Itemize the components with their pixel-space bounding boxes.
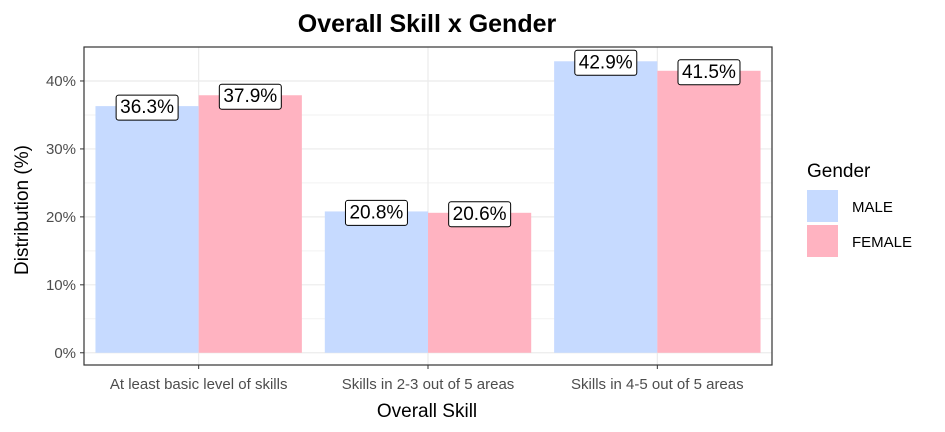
data-label-box: [448, 201, 512, 228]
data-label-text: 36.3%: [120, 97, 174, 118]
data-label-box: [574, 49, 638, 76]
plot-panel: 0% 10% 20% 30% 40% At least basic level of sk…: [46, 46, 773, 393]
data-label-text: 20.8%: [349, 202, 403, 223]
data-label-box: [344, 199, 408, 226]
y-tick-label: 0%: [54, 345, 76, 362]
data-label-text: 41.5%: [682, 62, 736, 83]
data-label-text: 37.9%: [223, 86, 277, 107]
data-label: 42.9%: [574, 49, 638, 76]
y-tick-label: 20%: [46, 209, 76, 226]
x-tick-label: Skills in 4-5 out of 5 areas: [571, 376, 744, 393]
bar-female: [428, 212, 532, 353]
x-tick-label: Skills in 2-3 out of 5 areas: [342, 376, 515, 393]
y-tick-label: 30%: [46, 141, 76, 158]
data-label-box: [218, 83, 282, 110]
data-label: 36.3%: [115, 94, 179, 121]
bar-male: [554, 61, 658, 353]
x-axis-title: Overall Skill: [377, 401, 477, 422]
data-label-text: 20.6%: [453, 204, 507, 225]
bar-female: [198, 95, 302, 353]
bar-male: [95, 106, 199, 353]
legend-key-male: [807, 190, 838, 222]
y-tick-label: 10%: [46, 277, 76, 294]
panel-border: [83, 46, 773, 366]
chart-title: Overall Skill x Gender: [298, 10, 557, 38]
y-axis-title: Distribution (%): [12, 145, 33, 275]
x-tick-label: At least basic level of skills: [110, 376, 288, 393]
legend-label-male: MALE: [852, 199, 893, 216]
legend-label-female: FEMALE: [852, 234, 912, 251]
bar-female: [657, 70, 761, 353]
data-label-box: [677, 59, 741, 86]
data-label: 41.5%: [677, 59, 741, 86]
data-label: 20.8%: [344, 199, 408, 226]
data-label: 37.9%: [218, 83, 282, 110]
data-label-text: 42.9%: [579, 52, 633, 73]
data-label: 20.6%: [448, 201, 512, 228]
legend-title: Gender: [807, 161, 871, 182]
data-label-box: [115, 94, 179, 121]
bar-male: [324, 211, 428, 353]
legend-key-female: [807, 225, 838, 257]
legend: Gender MALE FEMALE: [807, 161, 912, 257]
y-tick-label: 40%: [46, 73, 76, 90]
